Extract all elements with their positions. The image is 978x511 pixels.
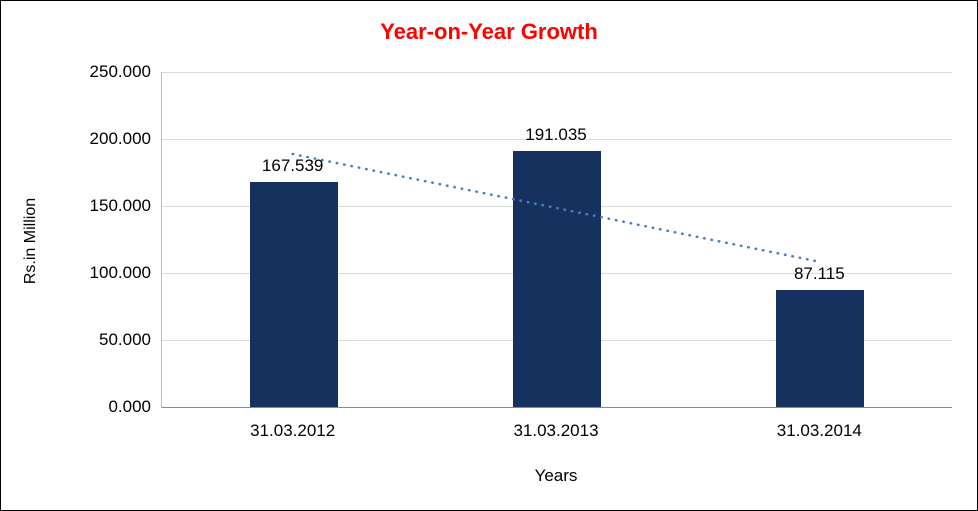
y-tick-label: 150.000 (89, 196, 151, 215)
x-axis-title: Years (534, 466, 578, 485)
x-tick-label: 31.03.2012 (250, 421, 336, 440)
bar-value-label: 167.539 (261, 156, 324, 176)
x-tick-label: 31.03.2013 (513, 421, 599, 440)
gridline (162, 138, 952, 140)
gridline (162, 71, 952, 73)
bar-31.03.2014 (776, 290, 865, 407)
y-axis-title: Rs.in Million (22, 197, 39, 285)
y-tick-label: 250.000 (89, 62, 151, 81)
y-tick-label: 200.000 (89, 129, 151, 148)
bar-31.03.2013 (513, 151, 601, 407)
chart-title: Year-on-Year Growth (380, 19, 598, 44)
x-tick-label: 31.03.2014 (776, 421, 862, 440)
y-tick-label: 0.000 (108, 397, 151, 416)
bar-value-label: 87.115 (793, 264, 845, 284)
bar-31.03.2012 (249, 182, 338, 407)
y-tick-label: 50.000 (99, 330, 151, 349)
y-tick-label: 100.000 (89, 263, 151, 282)
plot-area (161, 71, 952, 408)
bar-value-label: 191.035 (525, 125, 587, 144)
